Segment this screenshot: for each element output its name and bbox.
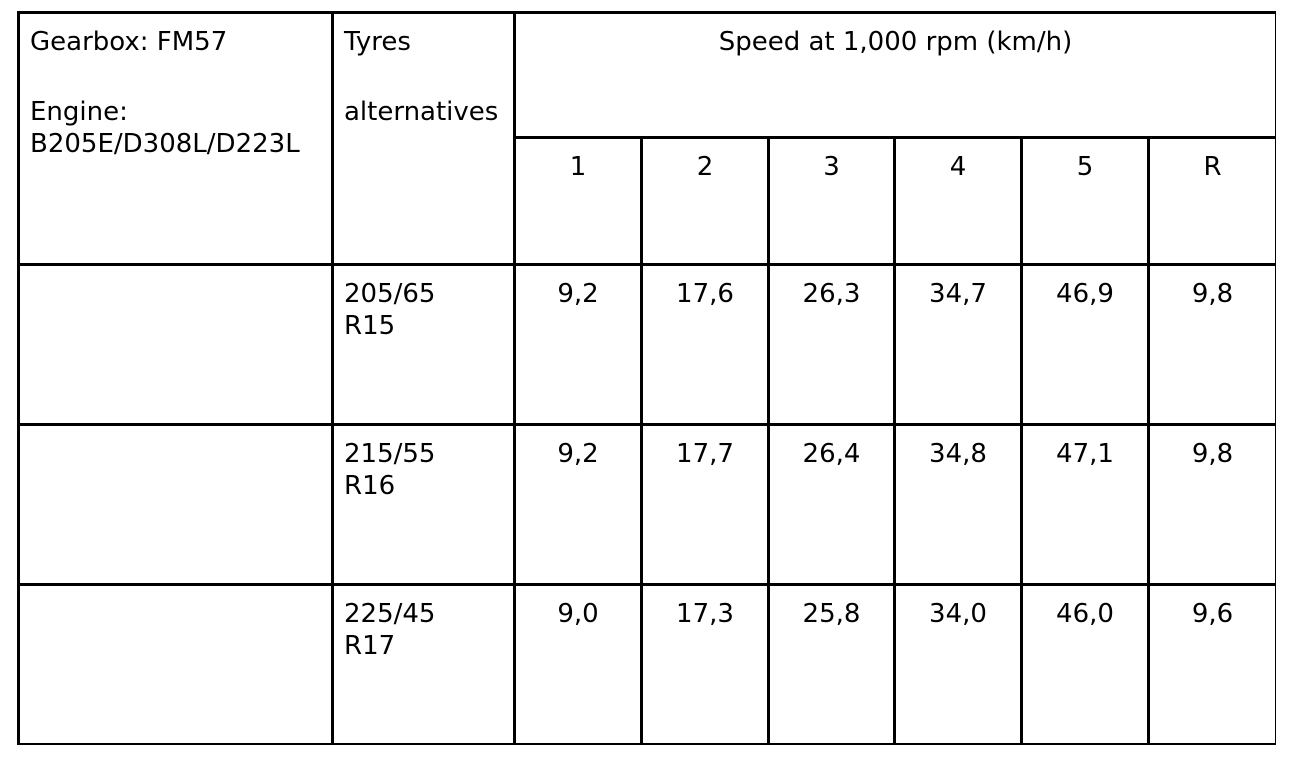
gear-label: 5 xyxy=(1076,152,1094,182)
gear-header-cell: 3 xyxy=(770,139,893,263)
speed-value: 46,0 xyxy=(1056,599,1114,629)
speed-cell: 17,7 xyxy=(643,426,767,583)
alternatives-label: alternatives xyxy=(344,97,499,127)
speed-cell: 9,2 xyxy=(516,266,640,423)
empty-cell xyxy=(20,586,331,743)
speed-value: 9,8 xyxy=(1191,279,1234,309)
gear-header-cell: 2 xyxy=(643,139,767,263)
gear-label: 1 xyxy=(569,152,587,182)
speed-cell: 17,3 xyxy=(643,586,767,743)
speed-cell: 46,9 xyxy=(1023,266,1147,423)
tyre-size: 225/45 xyxy=(344,599,436,629)
engine-value: B205E/D308L/D223L xyxy=(30,129,300,159)
speed-value: 26,3 xyxy=(802,279,861,309)
gear-header-cell: 4 xyxy=(896,139,1020,263)
gear-header-cell: 1 xyxy=(516,139,640,263)
speed-value: 47,1 xyxy=(1056,439,1114,469)
speed-cell: 46,0 xyxy=(1023,586,1147,743)
engine-label: Engine: xyxy=(30,97,128,127)
speed-cell: 25,8 xyxy=(770,586,893,743)
speed-cell: 47,1 xyxy=(1023,426,1147,583)
speed-cell: 34,0 xyxy=(896,586,1020,743)
speed-cell: 17,6 xyxy=(643,266,767,423)
gearbox-label: Gearbox: FM57 xyxy=(30,27,228,57)
gear-label: 3 xyxy=(823,152,840,182)
speed-label: Speed at 1,000 rpm (km/h) xyxy=(718,27,1073,57)
tyre-size: R15 xyxy=(344,311,396,341)
speed-value: 9,2 xyxy=(557,439,599,469)
tyres-label: Tyres xyxy=(344,27,411,57)
empty-cell xyxy=(20,266,331,423)
tyre-size: 215/55 xyxy=(344,439,436,469)
speed-cell: 9,2 xyxy=(516,426,640,583)
header-speed-cell: Speed at 1,000 rpm (km/h) xyxy=(516,14,1275,136)
speed-value: 9,0 xyxy=(557,599,599,629)
tyre-cell: 225/45 R17 xyxy=(334,586,513,743)
gear-label: 4 xyxy=(949,152,967,182)
tyre-cell: 215/55 R16 xyxy=(334,426,513,583)
speed-value: 25,8 xyxy=(802,599,861,629)
speed-cell: 26,3 xyxy=(770,266,893,423)
header-tyres-cell: Tyres alternatives xyxy=(334,14,513,263)
gear-label: R xyxy=(1203,152,1222,182)
speed-cell: 34,7 xyxy=(896,266,1020,423)
tyre-cell: 205/65 R15 xyxy=(334,266,513,423)
gear-header-cell: R xyxy=(1150,139,1275,263)
speed-value: 34,7 xyxy=(929,279,987,309)
speed-cell: 26,4 xyxy=(770,426,893,583)
speed-value: 26,4 xyxy=(802,439,861,469)
speed-cell: 9,8 xyxy=(1150,266,1275,423)
speed-value: 9,8 xyxy=(1191,439,1234,469)
speed-value: 17,3 xyxy=(676,599,734,629)
speed-value: 34,0 xyxy=(929,599,987,629)
gear-speed-table: Gearbox: FM57 Engine: B205E/D308L/D223L … xyxy=(17,11,1276,745)
gear-header-cell: 5 xyxy=(1023,139,1147,263)
tyre-size: 205/65 xyxy=(344,279,436,309)
speed-cell: 9,0 xyxy=(516,586,640,743)
speed-cell: 9,6 xyxy=(1150,586,1275,743)
speed-value: 9,6 xyxy=(1191,599,1234,629)
header-gearbox-cell: Gearbox: FM57 Engine: B205E/D308L/D223L xyxy=(20,14,331,263)
speed-cell: 34,8 xyxy=(896,426,1020,583)
speed-value: 34,8 xyxy=(929,439,987,469)
tyre-size: R17 xyxy=(344,631,396,661)
gear-label: 2 xyxy=(696,152,714,182)
speed-value: 46,9 xyxy=(1056,279,1114,309)
speed-cell: 9,8 xyxy=(1150,426,1275,583)
speed-value: 9,2 xyxy=(557,279,599,309)
speed-value: 17,7 xyxy=(676,439,734,469)
tyre-size: R16 xyxy=(344,471,396,501)
speed-value: 17,6 xyxy=(676,279,734,309)
empty-cell xyxy=(20,426,331,583)
